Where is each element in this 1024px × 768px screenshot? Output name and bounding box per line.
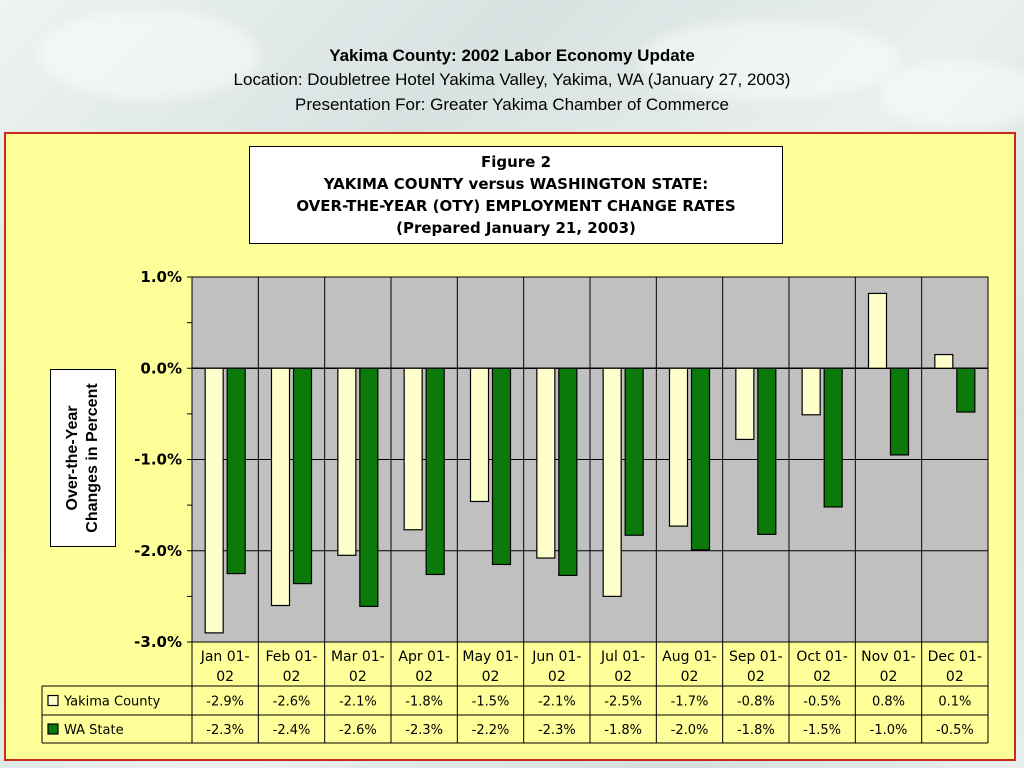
- bar-wa-state: [425, 367, 445, 576]
- data-label-wa-state: -2.3%: [206, 723, 244, 738]
- x-tick-label: Feb 01-: [265, 649, 317, 665]
- x-tick-label: 02: [415, 669, 433, 685]
- y-tick-label: 1.0%: [140, 268, 182, 286]
- data-label-wa-state: -2.3%: [405, 723, 443, 738]
- y-tick-label: -1.0%: [134, 451, 182, 469]
- chart-title-line: (Prepared January 21, 2003): [396, 219, 636, 237]
- bar-wa-state: [823, 367, 843, 508]
- bar-yakima-county: [337, 367, 357, 556]
- legend-label: Yakima County: [63, 695, 161, 710]
- bar-yakima-county: [270, 367, 291, 607]
- x-tick-label: Sep 01-: [729, 649, 783, 665]
- chart-title-box: Figure 2 YAKIMA COUNTY versus WASHINGTON…: [249, 146, 783, 244]
- data-label-wa-state: -1.5%: [803, 723, 841, 738]
- slide-location: Location: Doubletree Hotel Yakima Valley…: [233, 70, 791, 89]
- x-tick-label: 02: [216, 669, 234, 685]
- slide-title: Yakima County: 2002 Labor Economy Update: [329, 46, 695, 65]
- data-label-yakima-county: -1.7%: [671, 695, 709, 710]
- data-label-wa-state: -2.4%: [273, 723, 311, 738]
- x-tick-label: 02: [482, 669, 500, 685]
- x-tick-label: 02: [813, 669, 831, 685]
- data-label-wa-state: -2.6%: [339, 723, 377, 738]
- y-tick-label: -2.0%: [134, 542, 182, 560]
- data-label-yakima-county: -1.5%: [472, 695, 510, 710]
- bar-wa-state: [359, 367, 379, 608]
- x-tick-label: Mar 01-: [331, 649, 385, 665]
- bar-yakima-county: [668, 367, 689, 527]
- bar-yakima-county: [403, 367, 423, 531]
- data-label-wa-state: -1.0%: [870, 723, 908, 738]
- bar-wa-state: [558, 367, 578, 576]
- bar-wa-state: [624, 367, 644, 536]
- bar-yakima-county: [469, 367, 490, 503]
- data-label-yakima-county: 0.8%: [872, 695, 905, 710]
- x-tick-label: Nov 01-: [861, 649, 916, 665]
- x-tick-label: 02: [681, 669, 699, 685]
- data-label-wa-state: -2.3%: [538, 723, 576, 738]
- slide-header: Yakima County: 2002 Labor Economy Update…: [0, 44, 1024, 117]
- data-label-wa-state: -1.8%: [604, 723, 642, 738]
- data-label-wa-state: -0.5%: [936, 723, 974, 738]
- data-label-yakima-county: -0.8%: [737, 695, 775, 710]
- data-label-yakima-county: -2.1%: [538, 695, 576, 710]
- y-tick-label: -3.0%: [134, 633, 182, 651]
- bar-yakima-county: [934, 353, 954, 369]
- data-label-wa-state: -2.0%: [671, 723, 709, 738]
- bar-wa-state: [226, 367, 246, 575]
- x-tick-label: Jun 01-: [531, 649, 581, 665]
- x-tick-label: 02: [349, 669, 367, 685]
- x-tick-label: Jul 01-: [600, 649, 645, 665]
- bar-wa-state: [956, 367, 976, 413]
- x-tick-label: Oct 01-: [796, 649, 848, 665]
- x-tick-label: 02: [747, 669, 765, 685]
- data-label-wa-state: -1.8%: [737, 723, 775, 738]
- chart-title-line: YAKIMA COUNTY versus WASHINGTON STATE:: [323, 175, 709, 193]
- x-tick-label: Aug 01-: [662, 649, 717, 665]
- x-tick-label: May 01-: [462, 649, 518, 665]
- data-label-wa-state: -2.2%: [472, 723, 510, 738]
- bar-yakima-county: [204, 367, 224, 634]
- bar-yakima-county: [801, 367, 821, 416]
- data-label-yakima-county: 0.1%: [938, 695, 971, 710]
- bar-wa-state: [491, 367, 512, 566]
- x-tick-label: 02: [880, 669, 898, 685]
- data-label-yakima-county: -2.6%: [273, 695, 311, 710]
- legend-swatch-yakima-county: [47, 694, 59, 707]
- bar-yakima-county: [536, 367, 556, 559]
- y-tick-label: 0.0%: [140, 359, 182, 377]
- data-label-yakima-county: -2.5%: [604, 695, 642, 710]
- legend-label: WA State: [64, 723, 124, 738]
- chart-title-line: Figure 2: [480, 153, 552, 171]
- x-tick-label: 02: [614, 669, 632, 685]
- chart-svg: 1.0% 0.0% -1.0% -2.0% -3.0% Jan 01- 02 Feb 01- 0…: [41, 268, 989, 744]
- x-tick-label: Dec 01-: [928, 649, 982, 665]
- y-axis-label-box: Over-the-Year Changes in Percent: [50, 369, 116, 547]
- slide-presentation: Presentation For: Greater Yakima Chamber…: [295, 95, 729, 114]
- bar-wa-state: [690, 367, 711, 551]
- bar-yakima-county: [735, 367, 755, 441]
- x-tick-label: Apr 01-: [398, 649, 450, 665]
- data-label-yakima-county: -1.8%: [405, 695, 443, 710]
- bar-wa-state: [292, 367, 313, 585]
- data-label-yakima-county: -0.5%: [803, 695, 841, 710]
- data-label-yakima-county: -2.1%: [339, 695, 377, 710]
- bar-wa-state: [889, 367, 910, 456]
- x-tick-label: 02: [548, 669, 566, 685]
- chart-panel: Figure 2 YAKIMA COUNTY versus WASHINGTON…: [4, 132, 1016, 761]
- data-label-yakima-county: -2.9%: [206, 695, 244, 710]
- x-tick-label: 02: [283, 669, 301, 685]
- legend-swatch-wa-state: [47, 723, 59, 735]
- x-tick-label: Jan 01-: [200, 649, 250, 665]
- x-tick-label: 02: [946, 669, 964, 685]
- bar-yakima-county: [602, 367, 622, 597]
- bar-wa-state: [757, 367, 777, 535]
- chart-title-line: OVER-THE-YEAR (OTY) EMPLOYMENT CHANGE RA…: [296, 197, 736, 215]
- bar-yakima-county: [867, 292, 888, 369]
